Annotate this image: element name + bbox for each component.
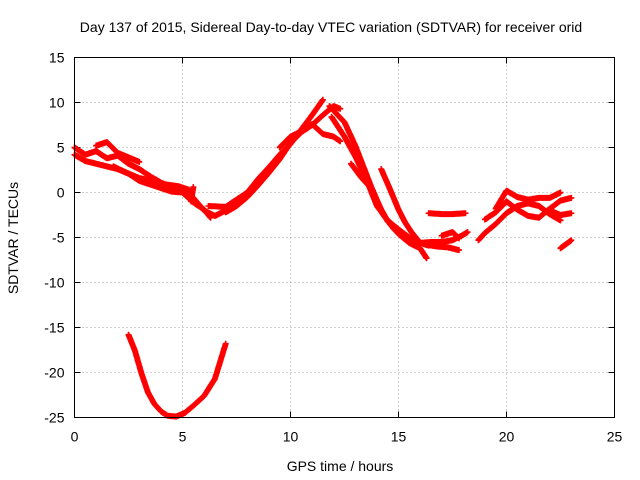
x-tick-label: 10 [283, 429, 299, 445]
point-markers [93, 139, 143, 165]
series-track-q [546, 207, 575, 218]
series-track-m [438, 229, 462, 242]
series-track-r [557, 237, 575, 252]
series-track-g [276, 121, 344, 151]
x-tick-label: 5 [179, 429, 187, 445]
series-track-d [110, 163, 197, 205]
point-markers [110, 163, 197, 205]
point-markers [276, 121, 344, 151]
y-tick-label: 0 [57, 185, 65, 201]
y-tick-label: 10 [49, 95, 65, 111]
y-tick-label: -5 [52, 230, 65, 246]
data-points [71, 96, 575, 420]
plot-frame [74, 57, 615, 418]
series-track-c [93, 139, 143, 165]
gridlines [74, 57, 615, 418]
x-tick-label: 20 [499, 429, 515, 445]
series-track-p [492, 187, 564, 212]
x-axis-label: GPS time / hours [287, 458, 394, 474]
x-tick-label: 15 [391, 429, 407, 445]
series-track-k [378, 166, 432, 249]
point-markers [481, 194, 575, 223]
y-tick-label: 15 [49, 50, 65, 66]
x-tick-label: 0 [71, 429, 79, 445]
series-track-b [71, 151, 214, 221]
point-markers [557, 237, 575, 252]
axis-ticks: 0 5 10 15 20 25 -25 -20 -15 -10 -5 0 5 10 15 [44, 50, 622, 445]
y-tick-label: -25 [44, 410, 64, 426]
y-tick-label: -15 [44, 320, 64, 336]
point-markers [546, 207, 575, 218]
y-tick-label: 5 [57, 140, 65, 156]
chart-title: Day 137 of 2015, Sidereal Day-to-day VTE… [80, 19, 582, 35]
point-markers [125, 331, 229, 420]
point-markers [71, 151, 214, 221]
point-markers [492, 187, 564, 212]
y-axis-label: SDTVAR / TECUs [5, 182, 21, 294]
point-markers [425, 210, 469, 218]
x-tick-label: 25 [607, 429, 623, 445]
y-tick-label: -20 [44, 365, 64, 381]
series-track-s [125, 331, 229, 420]
point-markers [438, 229, 462, 242]
point-markers [378, 166, 432, 249]
series-track-l [425, 210, 469, 218]
y-tick-label: -10 [44, 275, 64, 291]
series-track-o [481, 194, 575, 223]
